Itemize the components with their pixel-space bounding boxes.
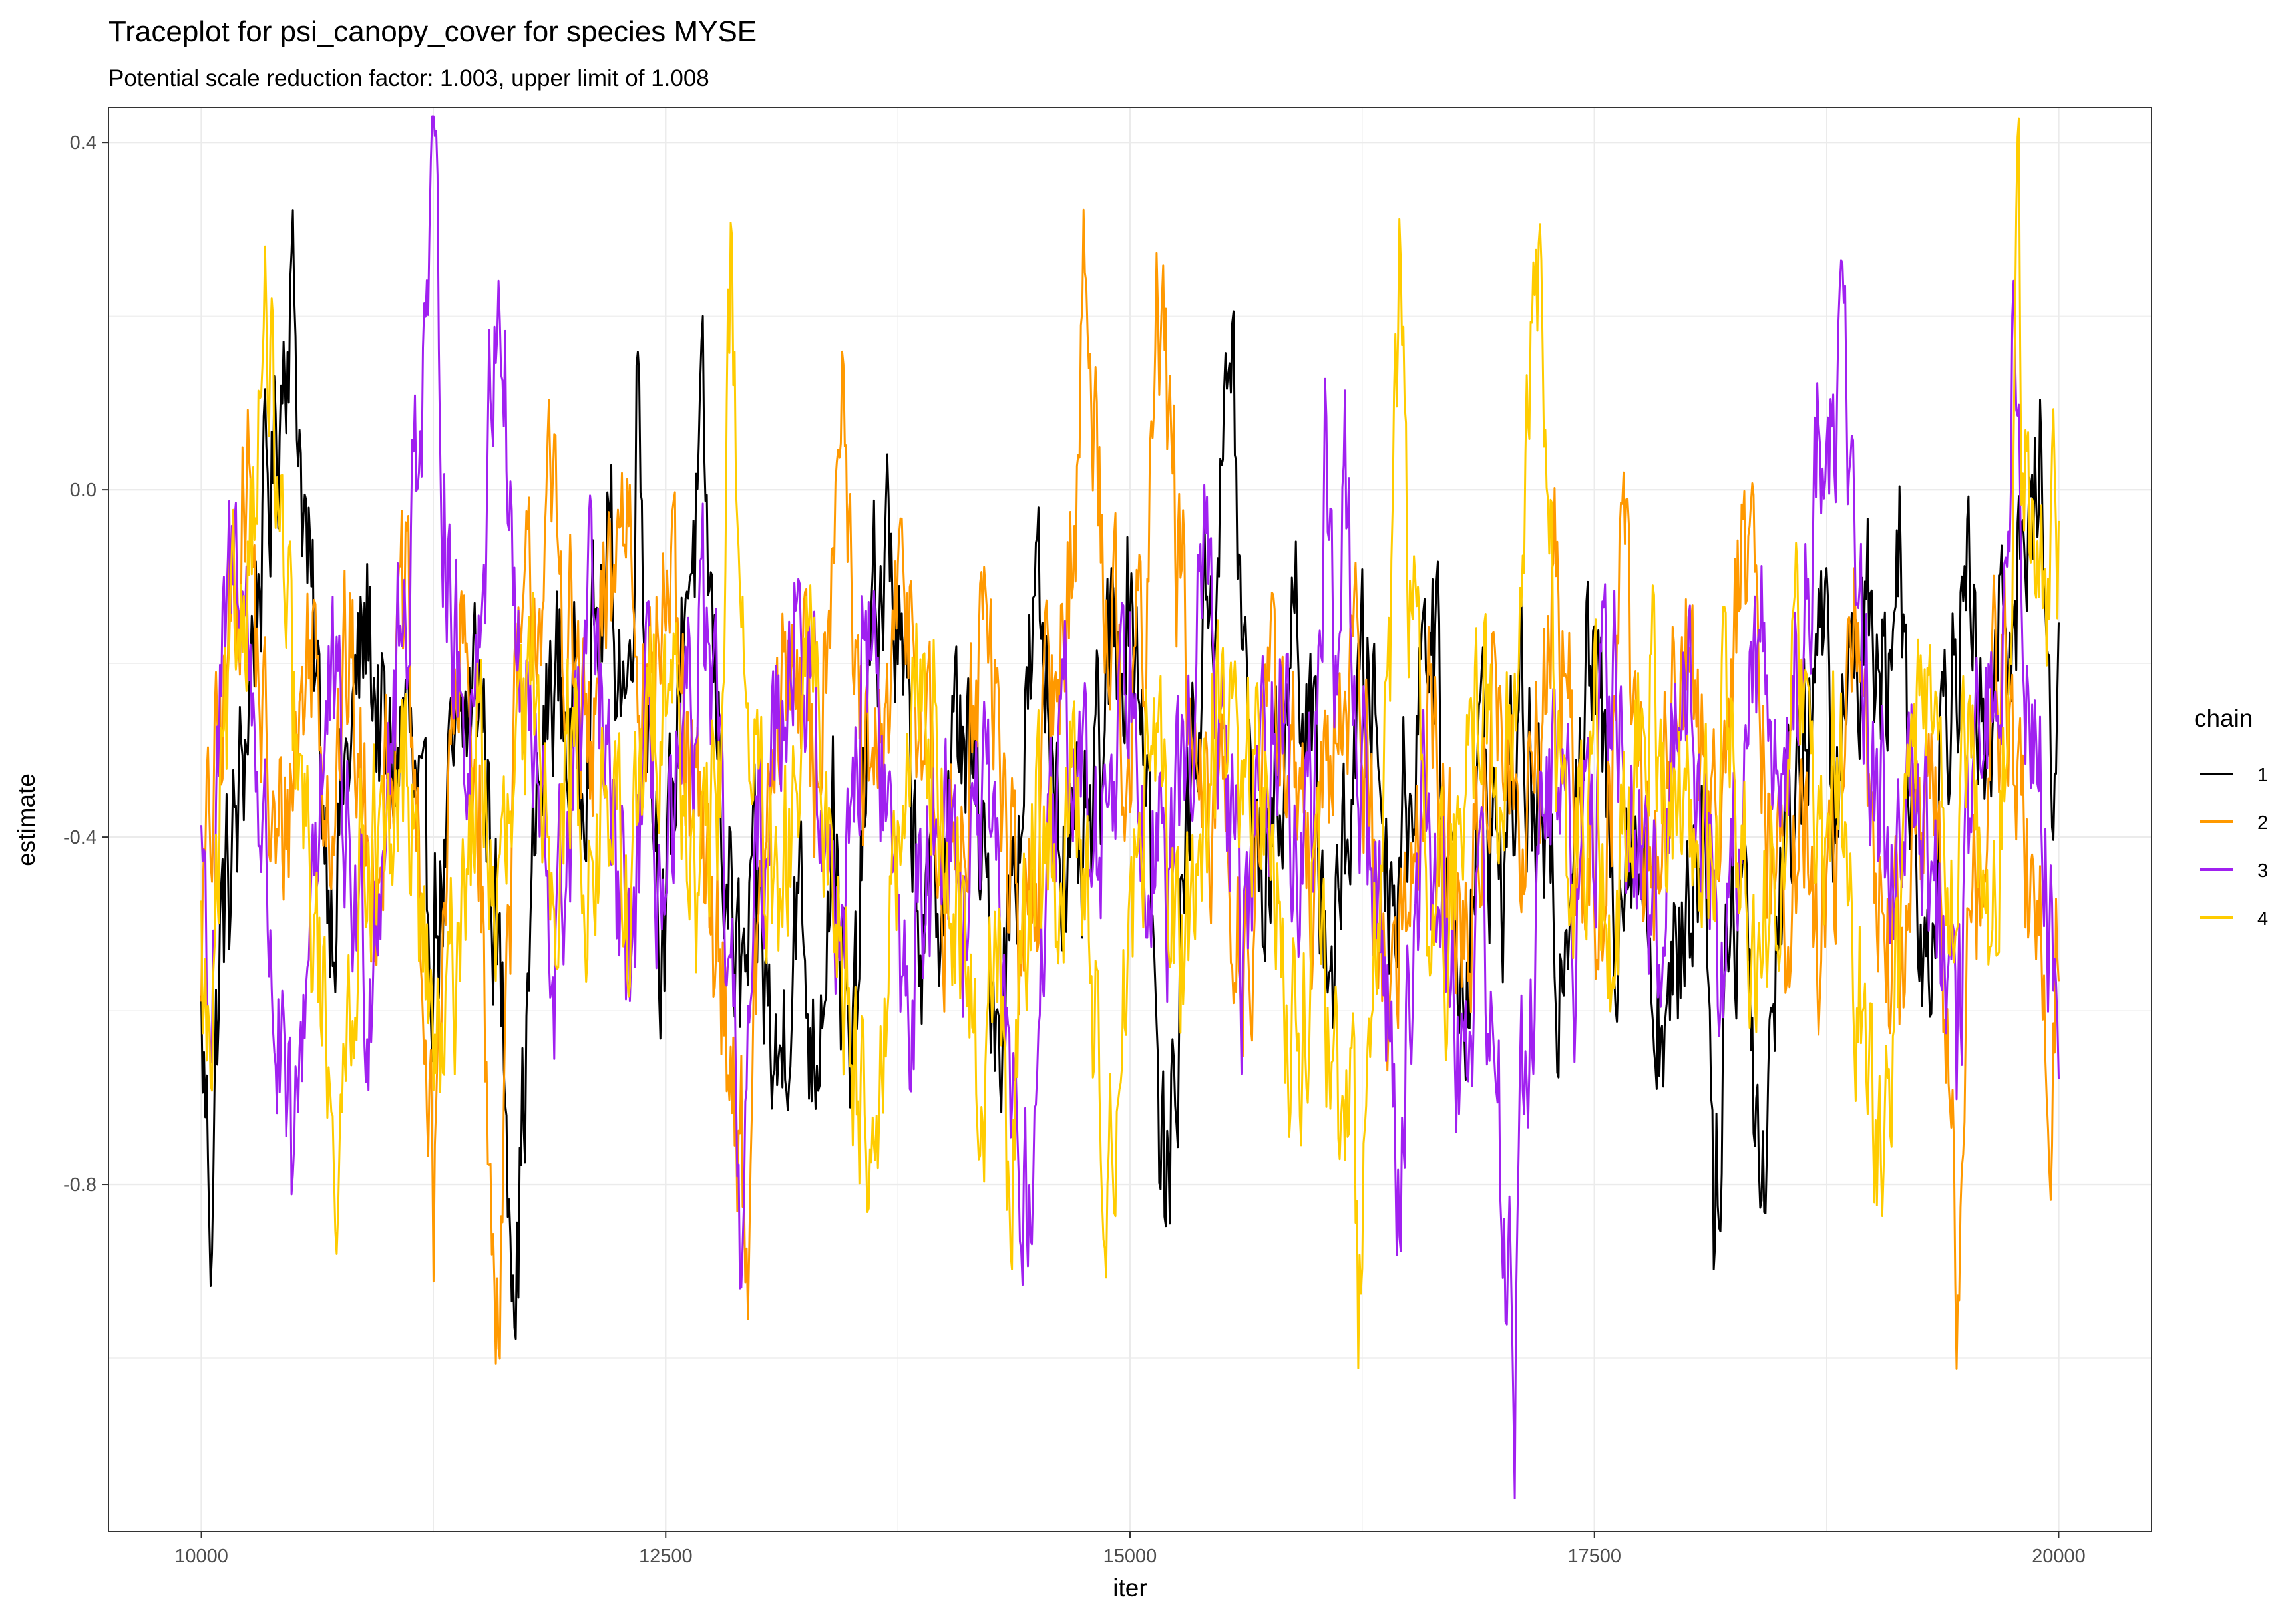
legend-label-chain-4: 4	[2257, 908, 2268, 930]
legend-label-chain-3: 3	[2257, 860, 2268, 882]
y-tick-label: 0.4	[70, 132, 96, 154]
x-axis-title: iter	[1113, 1574, 1147, 1602]
grid-lines	[108, 108, 2152, 1532]
legend-title: chain	[2194, 705, 2253, 732]
legend-label-chain-1: 1	[2257, 765, 2268, 786]
series-line-chain-4	[200, 117, 2060, 1369]
y-tick-label: 0.0	[70, 480, 96, 501]
chart-subtitle: Potential scale reduction factor: 1.003,…	[108, 65, 709, 91]
series-line-chain-2	[200, 208, 2060, 1370]
y-tick-label: -0.8	[63, 1174, 96, 1196]
x-tick-label: 12500	[639, 1546, 693, 1567]
series-lines	[200, 115, 2060, 1500]
y-tick-label: -0.4	[63, 827, 96, 848]
x-tick-label: 10000	[174, 1546, 228, 1567]
x-tick-label: 17500	[1567, 1546, 1621, 1567]
legend: chain 1 2 3 4	[2194, 705, 2268, 930]
x-tick-label: 15000	[1103, 1546, 1157, 1567]
chart-title: Traceplot for psi_canopy_cover for speci…	[108, 15, 757, 48]
x-tick-label: 20000	[2032, 1546, 2086, 1567]
y-axis-title: estimate	[13, 773, 40, 866]
legend-label-chain-2: 2	[2257, 812, 2268, 834]
series-line-chain-3	[200, 115, 2060, 1500]
axes: 10000 12500 15000 17500 20000 0.4 0.0 -0.4 -0.8	[63, 132, 2086, 1567]
